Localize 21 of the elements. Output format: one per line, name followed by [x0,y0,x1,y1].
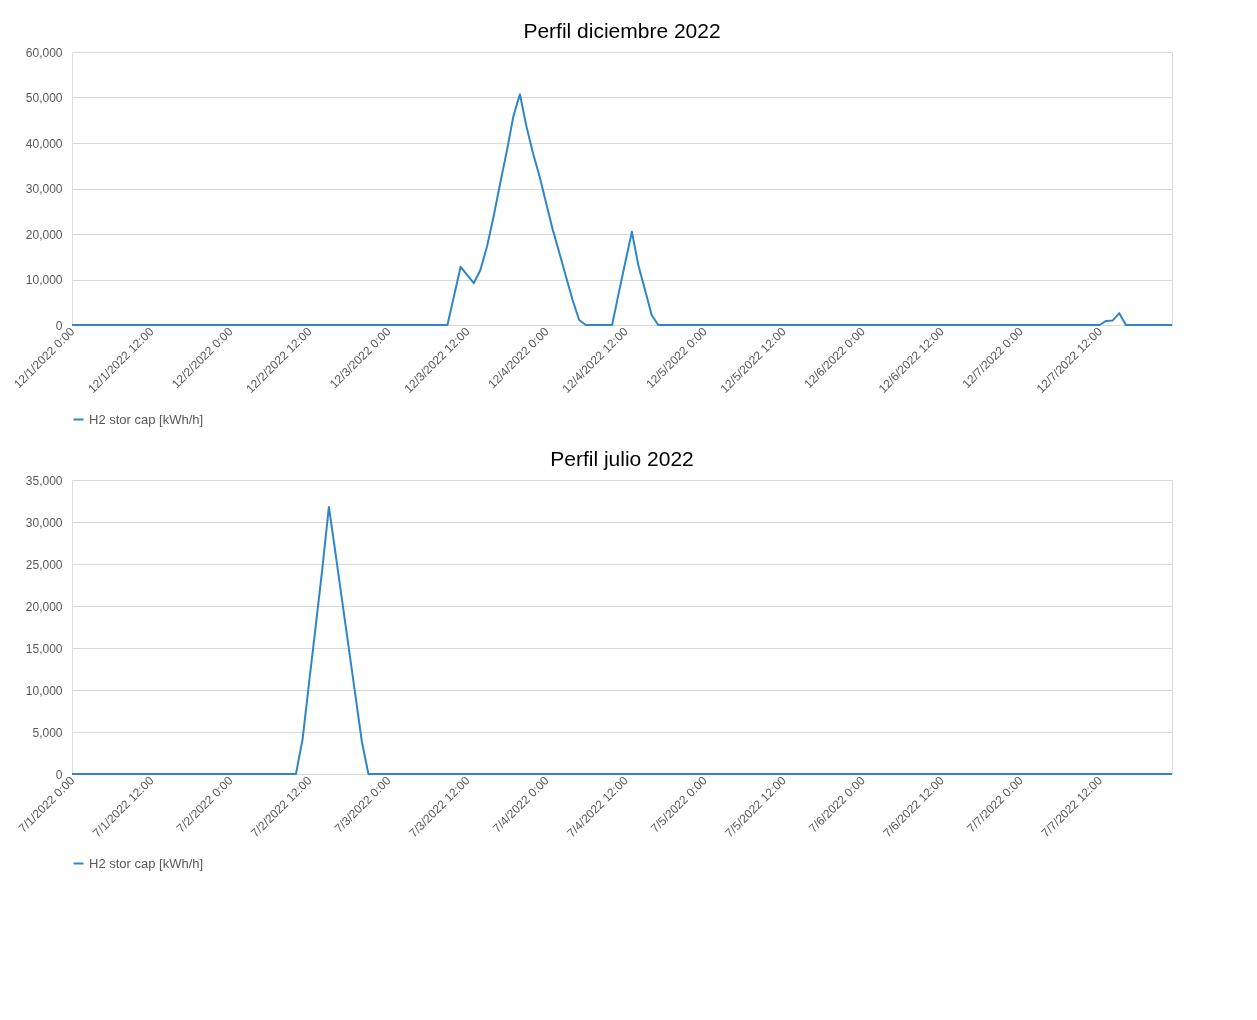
line-series [71,93,1173,326]
chart-title: Perfil julio 2022 [550,447,694,470]
y-tick-label: 0 [55,318,63,333]
y-tick-label: 40,000 [25,136,63,151]
y-tick-label: 60,000 [25,45,63,60]
y-tick-label: 30,000 [25,182,63,196]
line-series [71,505,1173,775]
y-tick-label: 50,000 [25,91,63,105]
y-tick-label: 20,000 [25,227,63,242]
y-tick-label: 20,000 [25,599,63,614]
y-tick-label: 15,000 [25,641,63,656]
chart-title: Perfil diciembre 2022 [523,19,721,42]
y-tick-label: 5,000 [32,725,63,740]
legend-label: H2 stor cap [kWh/h] [89,855,204,871]
y-tick-label: 10,000 [25,683,63,698]
legend-label: H2 stor cap [kWh/h] [89,411,204,427]
y-tick-label: 30,000 [25,515,63,530]
y-tick-label: 10,000 [25,273,63,287]
y-tick-label: 35,000 [25,473,63,488]
y-tick-label: 0 [55,767,63,782]
y-tick-label: 25,000 [25,557,63,572]
